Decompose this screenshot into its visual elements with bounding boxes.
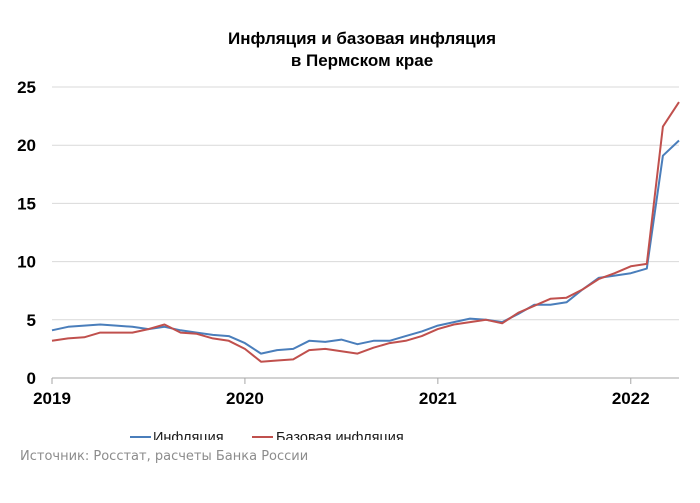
y-tick-label: 25 bbox=[17, 78, 36, 97]
y-tick-label: 0 bbox=[27, 369, 36, 388]
legend: Инфляция Базовая инфляция bbox=[130, 430, 404, 440]
chart-title-line2: в Пермском крае bbox=[291, 51, 433, 70]
y-tick-label: 5 bbox=[27, 311, 36, 330]
y-axis-ticks: 0 5 10 15 20 25 bbox=[17, 78, 36, 388]
legend-item-core-inflation: Базовая инфляция bbox=[252, 430, 404, 440]
series-lines bbox=[51, 101, 680, 363]
series-line-core-inflation bbox=[51, 101, 680, 363]
chart: Инфляция и базовая инфляция в Пермском к… bbox=[17, 29, 680, 440]
source-note: Источник: Росстат, расчеты Банка России bbox=[20, 449, 309, 464]
legend-item-inflation: Инфляция bbox=[130, 430, 224, 440]
gridlines bbox=[52, 86, 679, 321]
x-axis-ticks: 2019 2020 2021 2022 bbox=[33, 378, 650, 408]
x-tick-label: 2022 bbox=[612, 389, 650, 408]
legend-label-core-inflation: Базовая инфляция bbox=[276, 430, 404, 440]
x-tick-label: 2021 bbox=[419, 389, 457, 408]
chart-title-line1: Инфляция и базовая инфляция bbox=[228, 29, 496, 48]
x-tick-label: 2019 bbox=[33, 389, 71, 408]
series-line-inflation bbox=[51, 139, 680, 355]
legend-label-inflation: Инфляция bbox=[153, 430, 224, 440]
x-tick-label: 2020 bbox=[226, 389, 264, 408]
y-tick-label: 10 bbox=[17, 253, 36, 272]
y-tick-label: 15 bbox=[17, 194, 36, 213]
y-tick-label: 20 bbox=[17, 136, 36, 155]
